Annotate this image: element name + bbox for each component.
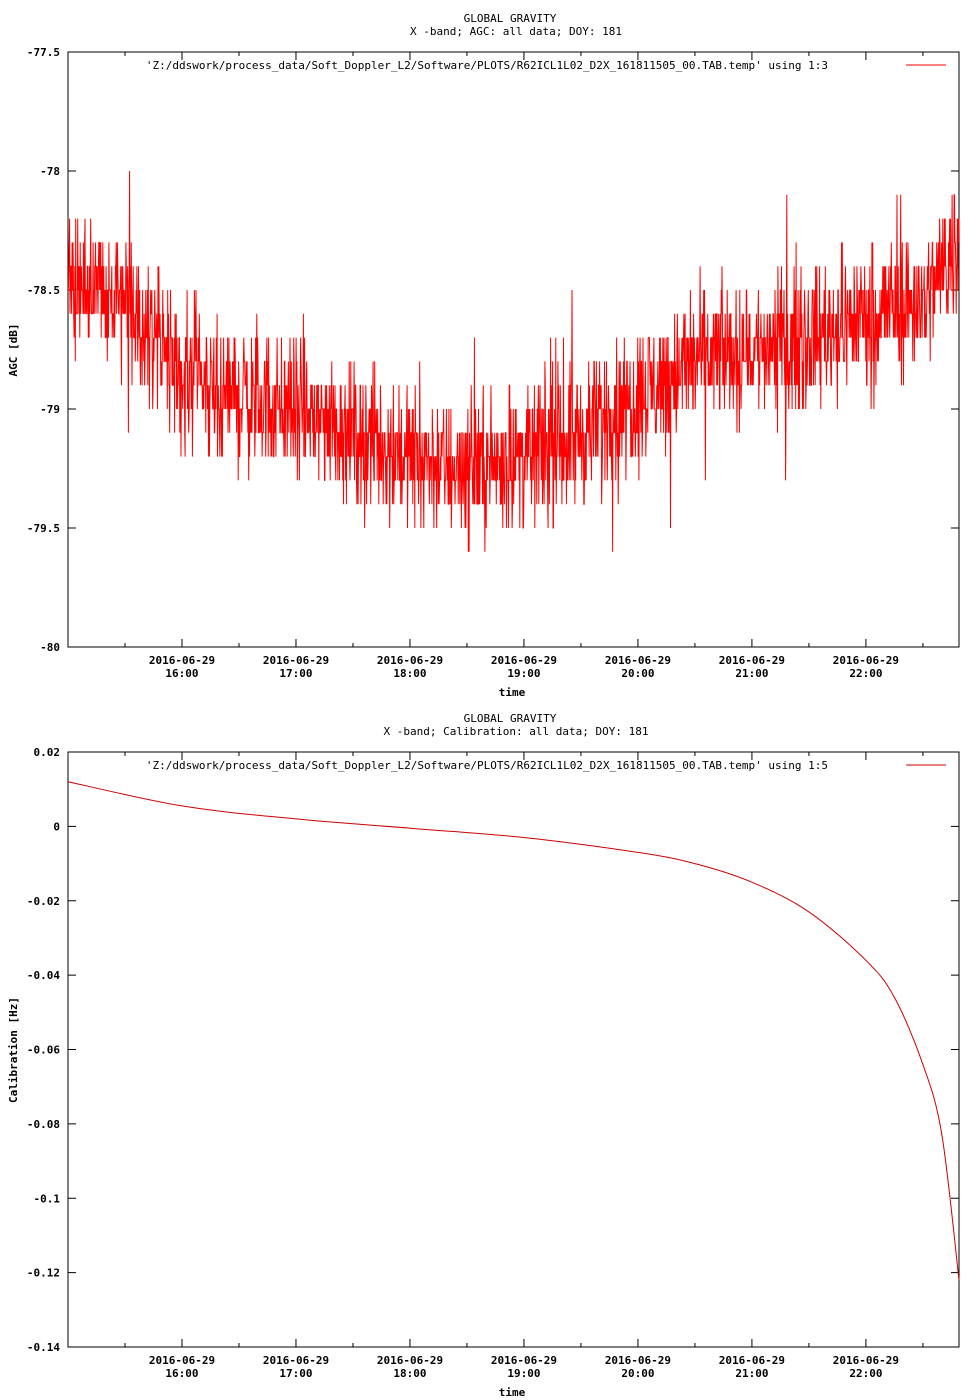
y-tick-label: -78.5: [27, 284, 60, 297]
x-tick-date-label: 2016-06-29: [833, 654, 899, 667]
agc-series: [67, 170, 960, 552]
x-tick-time-label: 19:00: [507, 667, 540, 680]
agc-y-axis: -77.5 -78 -78.5 -79 -79.5 -80: [27, 46, 959, 654]
calibration-y-axis-label: Calibration [Hz]: [7, 997, 20, 1103]
x-tick-time-label: 19:00: [507, 1367, 540, 1380]
agc-y-axis-label: AGC [dB]: [7, 324, 20, 377]
x-tick-time-label: 18:00: [393, 1367, 426, 1380]
y-tick-label: -0.08: [27, 1118, 60, 1131]
x-tick-date-label: 2016-06-29: [833, 1354, 899, 1367]
x-tick-time-label: 20:00: [621, 1367, 654, 1380]
x-tick-date-label: 2016-06-29: [719, 654, 785, 667]
x-tick-date-label: 2016-06-29: [263, 654, 329, 667]
calibration-plot-frame: [67, 751, 960, 1348]
x-tick-date-label: 2016-06-29: [491, 654, 557, 667]
x-tick-time-label: 22:00: [849, 667, 882, 680]
calibration-x-axis-label: time: [499, 1386, 526, 1399]
y-tick-label: 0: [53, 820, 60, 833]
y-tick-label: -79: [40, 403, 60, 416]
y-tick-label: -77.5: [27, 46, 60, 59]
x-tick-date-label: 2016-06-29: [605, 1354, 671, 1367]
calibration-series-line: [67, 781, 960, 1281]
agc-legend-label: 'Z:/ddswork/process_data/Soft_Doppler_L2…: [146, 59, 828, 72]
x-tick-date-label: 2016-06-29: [149, 1354, 215, 1367]
y-tick-label: -80: [40, 641, 60, 654]
x-tick-time-label: 17:00: [279, 1367, 312, 1380]
x-tick-date-label: 2016-06-29: [605, 654, 671, 667]
calibration-y-axis: 0.02 0 -0.02 -0.04 -0.06 -0.08 -0.1 -0.12 -0.14: [27, 746, 959, 1354]
y-tick-label: -0.1: [34, 1192, 61, 1205]
y-tick-label: -0.06: [27, 1044, 60, 1057]
x-tick-time-label: 16:00: [165, 1367, 198, 1380]
x-tick-date-label: 2016-06-29: [149, 654, 215, 667]
calibration-legend-label: 'Z:/ddswork/process_data/Soft_Doppler_L2…: [146, 759, 828, 772]
x-tick-date-label: 2016-06-29: [377, 654, 443, 667]
y-tick-label: -0.02: [27, 895, 60, 908]
y-tick-label: -0.14: [27, 1341, 60, 1354]
x-tick-time-label: 16:00: [165, 667, 198, 680]
calibration-x-axis: 2016-06-2916:002016-06-2917:002016-06-29…: [124, 752, 924, 1380]
x-tick-time-label: 21:00: [735, 667, 768, 680]
agc-x-axis: 2016-06-2916:002016-06-2917:002016-06-29…: [124, 52, 924, 680]
x-tick-time-label: 17:00: [279, 667, 312, 680]
agc-chart: GLOBAL GRAVITY X -band; AGC: all data; D…: [7, 12, 960, 699]
calibration-chart-subtitle: X -band; Calibration: all data; DOY: 181: [384, 725, 649, 738]
calibration-chart: GLOBAL GRAVITY X -band; Calibration: all…: [7, 712, 960, 1399]
calibration-chart-title: GLOBAL GRAVITY: [464, 712, 557, 725]
x-tick-time-label: 21:00: [735, 1367, 768, 1380]
agc-plot-frame: [67, 51, 960, 648]
agc-chart-subtitle: X -band; AGC: all data; DOY: 181: [410, 25, 622, 38]
y-tick-label: -79.5: [27, 522, 60, 535]
x-tick-date-label: 2016-06-29: [491, 1354, 557, 1367]
y-tick-label: 0.02: [34, 746, 61, 759]
y-tick-label: -78: [40, 165, 60, 178]
x-tick-date-label: 2016-06-29: [719, 1354, 785, 1367]
agc-series-line: [67, 170, 960, 552]
agc-chart-title: GLOBAL GRAVITY: [464, 12, 557, 25]
x-tick-time-label: 18:00: [393, 667, 426, 680]
y-tick-label: -0.12: [27, 1267, 60, 1280]
y-tick-label: -0.04: [27, 969, 60, 982]
agc-x-axis-label: time: [499, 686, 526, 699]
x-tick-date-label: 2016-06-29: [377, 1354, 443, 1367]
x-tick-time-label: 20:00: [621, 667, 654, 680]
x-tick-time-label: 22:00: [849, 1367, 882, 1380]
x-tick-date-label: 2016-06-29: [263, 1354, 329, 1367]
calibration-series: [67, 781, 960, 1281]
